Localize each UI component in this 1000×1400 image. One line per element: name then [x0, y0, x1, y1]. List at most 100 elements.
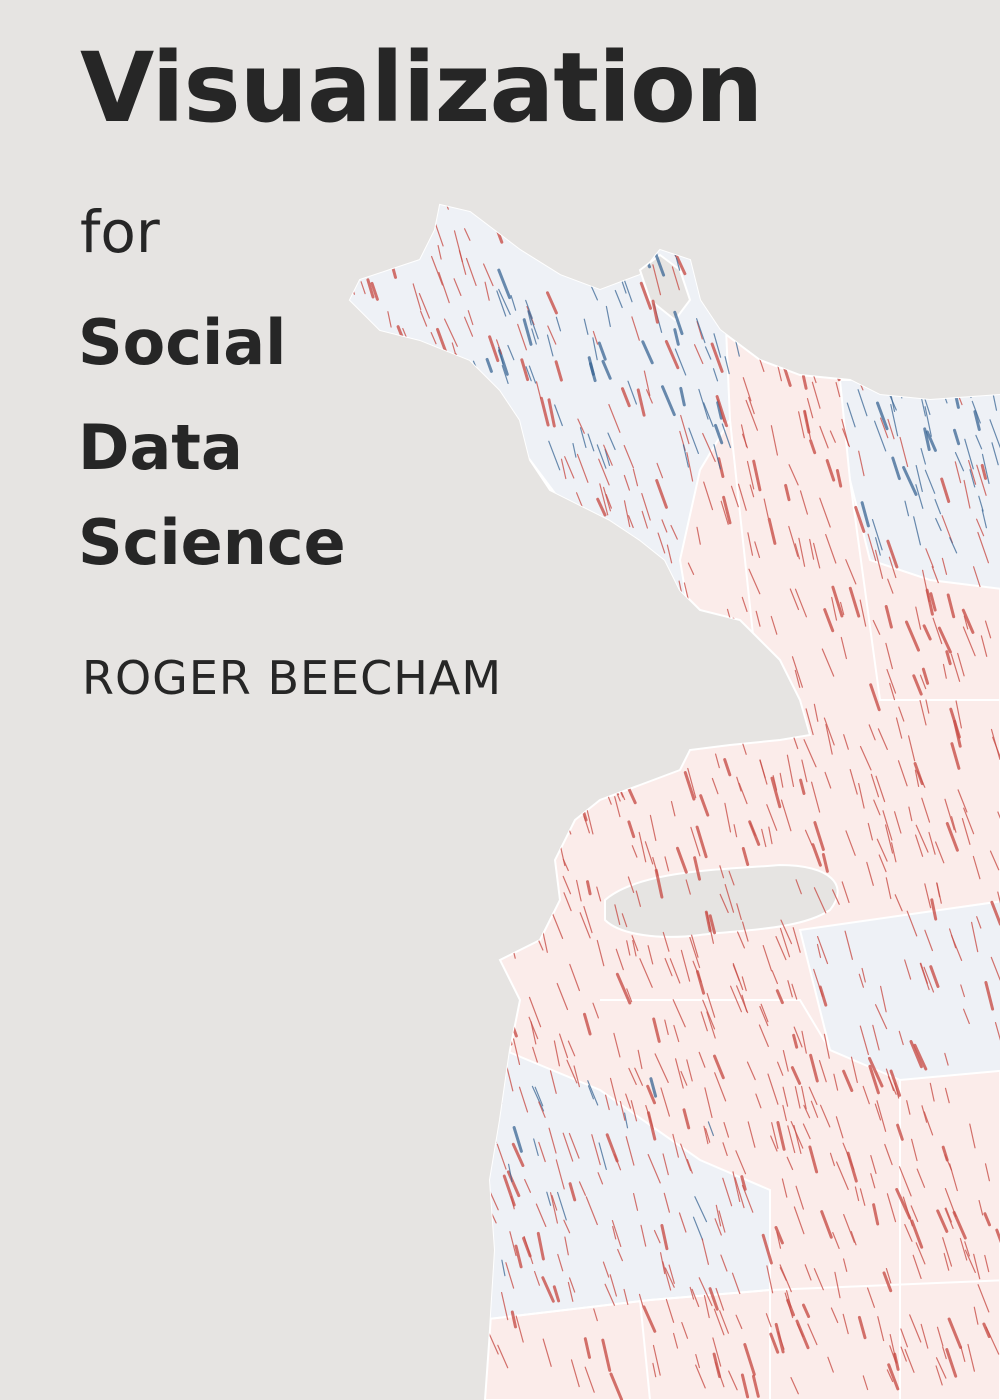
glyph-mark: [702, 432, 716, 462]
glyph-mark: [525, 299, 533, 319]
glyph-mark: [905, 620, 920, 652]
glyph-mark: [563, 583, 577, 614]
glyph-mark: [507, 218, 519, 242]
glyph-mark: [682, 1108, 691, 1130]
glyph-mark: [796, 1323, 804, 1338]
glyph-mark: [548, 440, 561, 471]
glyph-mark: [526, 646, 535, 666]
glyph-mark: [653, 1229, 661, 1244]
glyph-mark: [686, 1059, 693, 1082]
glyph-mark: [522, 782, 533, 802]
glyph-mark: [632, 1192, 639, 1211]
glyph-mark: [842, 1313, 849, 1335]
glyph-mark: [945, 1348, 958, 1378]
glyph-mark: [916, 1168, 926, 1188]
glyph-mark: [689, 1286, 695, 1300]
glyph-mark: [370, 281, 379, 301]
glyph-mark: [730, 485, 739, 508]
glyph-mark: [611, 1219, 622, 1248]
glyph-mark: [604, 1094, 610, 1111]
glyph-mark: [990, 956, 1000, 981]
glyph-mark: [350, 970, 356, 996]
glyph-mark: [793, 309, 804, 336]
glyph-mark: [385, 940, 392, 957]
glyph-mark: [338, 408, 343, 421]
glyph-mark: [898, 1030, 904, 1046]
glyph-mark: [647, 945, 654, 965]
glyph-mark: [775, 989, 784, 1005]
glyph-mark: [422, 1047, 427, 1064]
glyph-mark: [984, 981, 995, 1011]
glyph-mark: [355, 1233, 363, 1254]
glyph-mark: [823, 1033, 830, 1059]
glyph-mark: [732, 962, 744, 991]
glyph-mark: [714, 1218, 722, 1236]
inlet-north: [638, 253, 692, 322]
glyph-mark: [626, 988, 633, 1003]
glyph-mark: [668, 1264, 675, 1284]
glyph-mark: [632, 468, 639, 487]
glyph-mark: [889, 1333, 898, 1364]
glyph-mark: [370, 391, 382, 421]
glyph-mark: [418, 716, 428, 748]
glyph-mark: [699, 794, 710, 817]
glyph-mark: [510, 517, 519, 538]
glyph-mark: [804, 410, 812, 440]
glyph-mark: [397, 560, 405, 579]
glyph-mark: [966, 360, 972, 378]
glyph-mark: [598, 458, 610, 486]
glyph-mark: [877, 728, 888, 751]
glyph-mark: [356, 574, 368, 602]
glyph-mark: [552, 799, 562, 821]
glyph-mark: [925, 548, 934, 569]
glyph-mark: [484, 281, 490, 301]
glyph-mark: [870, 773, 880, 798]
glyph-mark: [769, 699, 782, 726]
glyph-mark: [954, 461, 962, 484]
glyph-mark: [442, 910, 448, 925]
glyph-mark: [535, 381, 542, 399]
cover-subtitle-line-1: Social: [78, 306, 287, 379]
glyph-mark: [593, 1308, 598, 1322]
glyph-mark: [598, 531, 607, 550]
glyph-mark: [859, 599, 867, 627]
glyph-mark: [525, 236, 532, 253]
glyph-mark: [652, 264, 662, 296]
glyph-mark: [406, 1007, 415, 1037]
glyph-mark: [786, 273, 796, 292]
glyph-mark: [640, 227, 647, 251]
glyph-mark: [776, 192, 779, 204]
glyph-mark: [629, 692, 636, 712]
glyph-mark: [364, 1275, 369, 1292]
glyph-mark: [644, 186, 647, 200]
glyph-mark: [672, 1332, 679, 1349]
glyph-mark: [480, 831, 489, 859]
glyph-mark: [365, 860, 372, 880]
glyph-mark: [468, 1315, 475, 1332]
glyph-mark: [700, 615, 707, 629]
glyph-mark: [792, 927, 801, 953]
glyph-mark: [602, 486, 612, 512]
glyph-mark: [489, 575, 501, 596]
glyph-mark: [805, 708, 814, 736]
glyph-mark: [714, 1072, 727, 1102]
glyph-mark: [915, 606, 922, 630]
glyph-mark: [417, 349, 429, 373]
glyph-mark: [599, 483, 609, 516]
glyph-mark: [636, 388, 646, 417]
glyph-mark: [420, 345, 429, 365]
glyph-mark: [837, 333, 846, 353]
glyph-mark: [680, 1070, 688, 1086]
glyph-mark: [906, 1100, 911, 1115]
glyph-mark: [366, 278, 375, 299]
glyph-mark: [808, 1086, 818, 1106]
glyph-mark: [843, 1213, 855, 1243]
glyph-mark: [857, 389, 868, 417]
glyph-mark: [414, 478, 421, 502]
glyph-mark: [641, 183, 646, 201]
glyph-mark: [992, 736, 1000, 764]
glyph-mark: [906, 910, 918, 937]
glyph-mark: [859, 1188, 866, 1206]
glyph-mark: [837, 285, 846, 313]
glyph-mark: [485, 562, 495, 592]
